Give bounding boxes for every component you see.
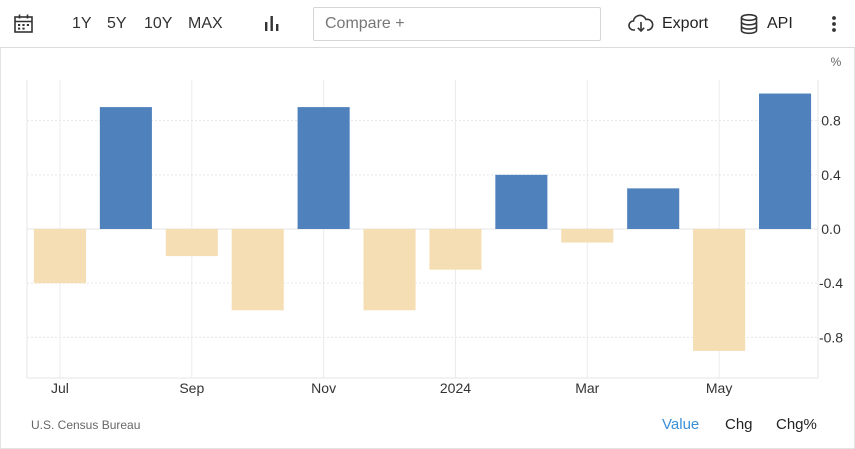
x-tick-label: Jul: [51, 380, 69, 396]
bar-2024-03[interactable]: [561, 229, 614, 243]
source-label: U.S. Census Bureau: [31, 418, 141, 432]
y-tick-label: 0.4: [821, 167, 841, 183]
x-axis-labels: Jul Sep Nov 2024 Mar May: [51, 380, 732, 396]
bar-2023-07[interactable]: [33, 229, 86, 284]
mode-chg-button[interactable]: Chg: [725, 416, 753, 433]
bar-2024-02[interactable]: [495, 174, 548, 229]
database-icon: [740, 13, 758, 35]
y-tick-label: -0.8: [819, 329, 843, 345]
cloud-download-icon: [628, 14, 654, 33]
chart-toolbar: 1Y 5Y 10Y MAX Export API: [0, 0, 855, 48]
export-label: Export: [662, 15, 709, 32]
y-unit-label: %: [831, 55, 842, 69]
bar-chart: 0.8 0.4 0.0 -0.4 -0.8 Jul Sep Nov 2024 Mar May %: [26, 55, 843, 396]
compare-input[interactable]: [314, 8, 600, 40]
range-1y-button[interactable]: 1Y: [72, 15, 92, 32]
more-vertical-icon[interactable]: [822, 12, 846, 36]
bar-2023-10[interactable]: [231, 229, 284, 311]
compare-field[interactable]: [313, 7, 601, 41]
bar-2024-05[interactable]: [693, 229, 746, 351]
x-tick-label: Nov: [311, 380, 336, 396]
range-10y-button[interactable]: 10Y: [144, 15, 173, 32]
x-tick-label: May: [706, 380, 732, 396]
api-button[interactable]: API: [739, 12, 793, 36]
mode-value-button[interactable]: Value: [662, 416, 700, 433]
calendar-icon[interactable]: [12, 12, 36, 36]
chart-bars: [33, 93, 812, 351]
bar-2023-12[interactable]: [363, 229, 416, 311]
bar-2023-08[interactable]: [99, 107, 152, 229]
y-tick-label: 0.0: [821, 221, 841, 237]
y-tick-label: 0.8: [821, 113, 841, 129]
y-tick-label: -0.4: [819, 275, 843, 291]
bar-2024-06[interactable]: [759, 93, 812, 229]
mode-chg-pct-button[interactable]: Chg%: [776, 416, 817, 433]
bar-chart-icon[interactable]: [260, 12, 284, 36]
bar-2023-11[interactable]: [297, 107, 350, 229]
bar-2024-04[interactable]: [627, 188, 680, 229]
x-tick-label: Mar: [575, 380, 599, 396]
chart-grid: [26, 80, 819, 379]
y-axis-labels: 0.8 0.4 0.0 -0.4 -0.8: [819, 113, 843, 346]
range-5y-button[interactable]: 5Y: [107, 15, 127, 32]
x-tick-label: 2024: [440, 380, 471, 396]
bar-2023-09[interactable]: [165, 229, 218, 257]
bar-2024-01[interactable]: [429, 229, 482, 270]
range-max-button[interactable]: MAX: [188, 15, 223, 32]
api-label: API: [767, 15, 793, 32]
export-button[interactable]: Export: [628, 12, 708, 36]
x-tick-label: Sep: [179, 380, 204, 396]
